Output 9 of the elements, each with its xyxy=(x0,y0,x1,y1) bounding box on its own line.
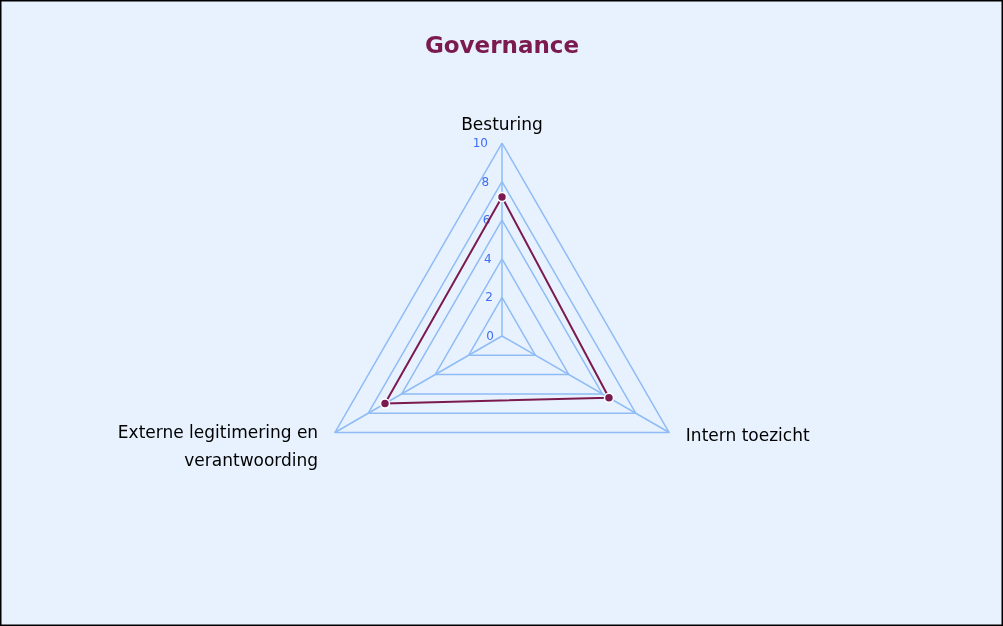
chart-title: Governance xyxy=(424,32,580,58)
spoke-label: Besturing xyxy=(461,114,543,135)
y-tick-label: 0 xyxy=(486,329,494,343)
y-tick-label: 8 xyxy=(481,174,490,189)
y-tick-label: 4 xyxy=(483,251,492,266)
spoke-label: Externe legitimering en verantwoording xyxy=(117,421,319,470)
y-tick-label: 10 xyxy=(472,136,488,150)
y-tick-label: 2 xyxy=(485,290,493,305)
spoke-label: Intern toezicht xyxy=(685,424,810,445)
